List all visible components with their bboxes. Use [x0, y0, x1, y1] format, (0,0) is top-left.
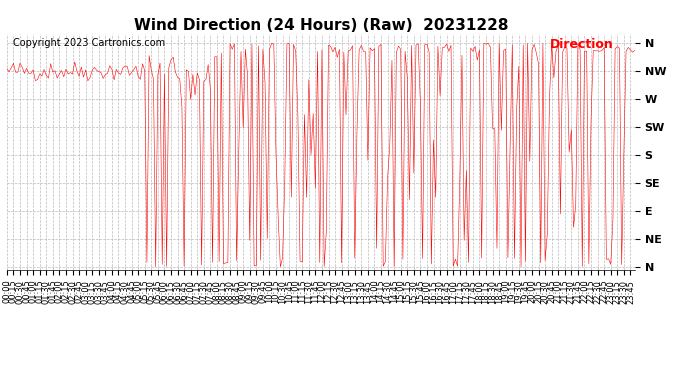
Title: Wind Direction (24 Hours) (Raw)  20231228: Wind Direction (24 Hours) (Raw) 20231228	[134, 18, 508, 33]
Text: Direction: Direction	[550, 39, 614, 51]
Text: Copyright 2023 Cartronics.com: Copyright 2023 Cartronics.com	[13, 39, 166, 48]
